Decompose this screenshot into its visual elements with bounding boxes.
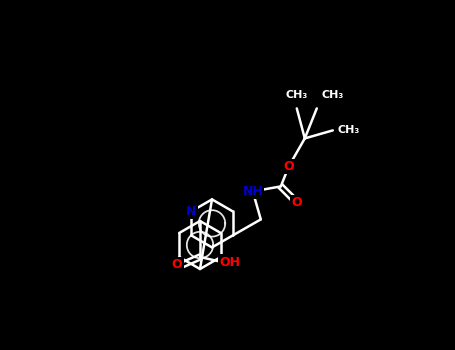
Text: CH₃: CH₃ [338,125,360,135]
Text: O: O [283,160,294,173]
Text: O: O [172,259,182,272]
Text: CH₃: CH₃ [286,90,308,100]
Text: NH: NH [243,185,263,198]
Text: CH₃: CH₃ [322,90,344,100]
Text: O: O [292,196,302,209]
Text: OH: OH [219,256,241,268]
Text: N: N [186,205,197,218]
